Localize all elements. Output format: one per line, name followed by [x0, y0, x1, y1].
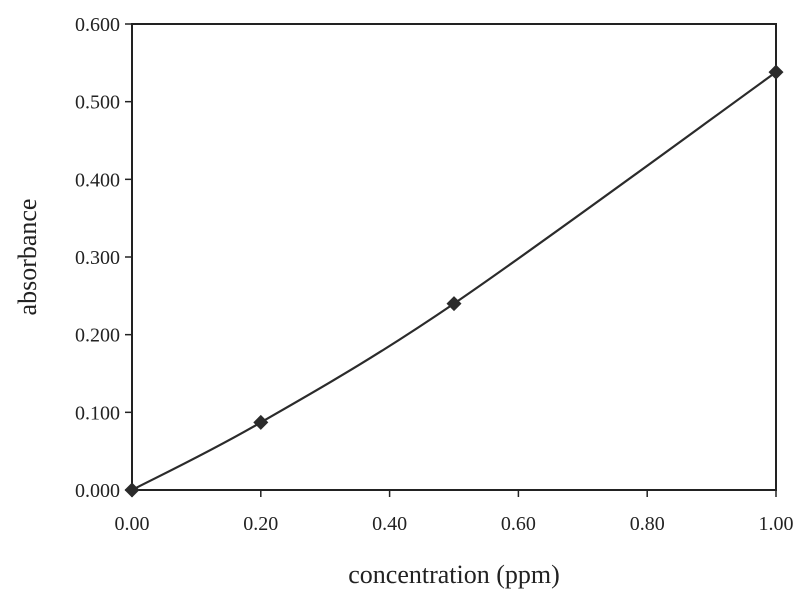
y-tick-label: 0.100 — [75, 402, 120, 424]
y-axis-title: absorbance — [13, 199, 42, 316]
x-axis-ticks — [131, 490, 777, 497]
y-tick-label: 0.500 — [75, 92, 120, 114]
y-axis-tick-labels: 0.000 0.100 0.200 0.300 0.400 0.500 0.600 — [75, 14, 120, 502]
data-point-marker — [253, 414, 269, 430]
x-tick-label: 0.40 — [372, 513, 407, 535]
y-tick-label: 0.200 — [75, 325, 120, 347]
y-axis-ticks — [125, 23, 132, 491]
y-tick-label: 0.300 — [75, 247, 120, 269]
x-axis-title: concentration (ppm) — [348, 560, 560, 589]
x-tick-label: 1.00 — [759, 513, 794, 535]
data-point-marker — [446, 296, 462, 312]
series-line — [131, 71, 777, 491]
x-tick-label: 0.80 — [630, 513, 665, 535]
x-tick-label: 0.20 — [243, 513, 278, 535]
data-point-marker — [768, 64, 784, 80]
series-markers — [124, 64, 784, 498]
plot-frame — [131, 23, 777, 491]
y-tick-label: 0.000 — [75, 480, 120, 502]
x-tick-label: 0.60 — [501, 513, 536, 535]
x-axis-tick-labels: 0.00 0.20 0.40 0.60 0.80 1.00 — [115, 513, 794, 535]
y-tick-label: 0.600 — [75, 14, 120, 36]
data-point-marker — [124, 482, 140, 498]
x-tick-label: 0.00 — [115, 513, 150, 535]
y-tick-label: 0.400 — [75, 169, 120, 191]
